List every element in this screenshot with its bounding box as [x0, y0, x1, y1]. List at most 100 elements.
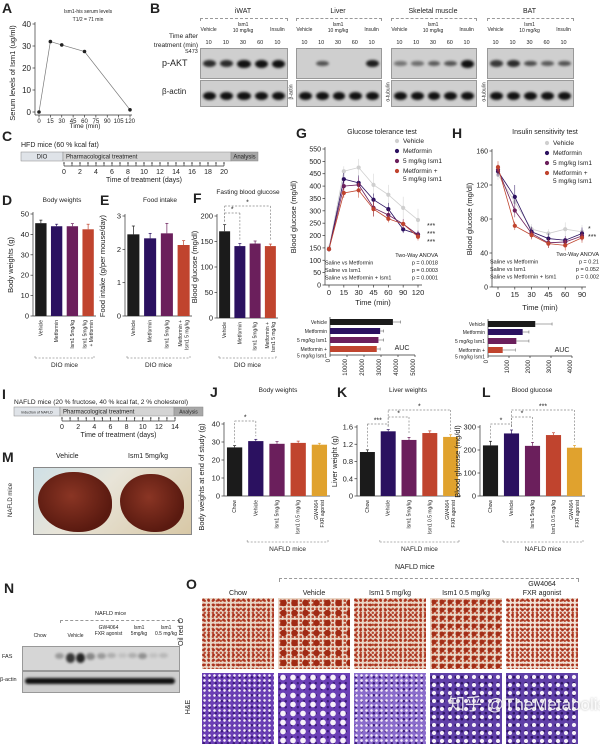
stats-comparison: Saline vs Ism1 — [325, 268, 361, 274]
protein-band — [107, 653, 117, 659]
bar-ism1-5mg-kg — [269, 443, 285, 496]
category-label: Metformin — [237, 322, 243, 344]
legend-label: Metformin +5 mg/kg Ism1 — [403, 168, 442, 183]
injection-marker — [95, 162, 97, 164]
data-point-metformin — [401, 227, 406, 232]
treatment-group-label: Vehicle — [200, 27, 217, 33]
bar-metformin — [234, 246, 246, 318]
legend-marker — [394, 138, 400, 144]
y-tick-label: 40 — [212, 420, 220, 429]
treatment-group-label: Ism1 10 mg/kg — [327, 22, 349, 34]
bar-vehicle — [219, 231, 231, 318]
category-label: Ism1 0.5 mg/kg — [296, 500, 302, 534]
x-tick-label: 30 — [354, 288, 362, 297]
lane-time-label: 10 — [205, 40, 212, 46]
y-tick-label: 3 — [117, 212, 121, 221]
chart-title: Fasting blood glucose — [216, 189, 280, 196]
data-point-vehicle — [563, 227, 568, 232]
tissue-label: Liver — [330, 8, 346, 15]
lane-time-label: 30 — [429, 40, 437, 46]
data-point-vehicle — [386, 192, 391, 197]
category-label: Vehicle — [222, 322, 228, 338]
injection-marker — [85, 417, 87, 419]
legend-label: 5 mg/kg Ism1 — [403, 158, 442, 165]
data-point-metformin-5-mg-kg-ism1 — [371, 206, 376, 212]
lane-time-label: 10 — [301, 40, 308, 46]
oil-red-o-image — [202, 598, 274, 669]
injection-marker — [93, 417, 95, 419]
legend-marker — [544, 170, 550, 176]
category-label: Vehicle — [131, 320, 137, 336]
p-akt-blot — [391, 48, 477, 79]
watermark: 知乎 @TheMetabolist — [448, 695, 600, 714]
category-label: Chow — [488, 500, 494, 513]
protein-band — [332, 91, 346, 100]
y-tick-label: 10 — [212, 474, 220, 483]
timeline-tick-label: 8 — [125, 424, 129, 431]
timeline-tick-label: 4 — [94, 169, 98, 176]
y-tick-label: 0 — [484, 285, 488, 292]
y-tick-label: 50 — [205, 288, 213, 297]
injection-marker — [63, 162, 65, 164]
injection-marker — [61, 417, 63, 419]
bar-ism1-0-5-mg-kg — [290, 442, 306, 496]
y-tick-label: 0 — [27, 108, 32, 117]
treatment-group-label: Vehicle — [296, 27, 313, 33]
protein-band — [490, 91, 503, 100]
x-tick-label: 90 — [578, 290, 586, 299]
x-tick-label: 20000 — [360, 358, 366, 375]
category-label: Vehicle — [311, 320, 327, 326]
data-point-vehicle — [401, 205, 406, 210]
lane-time-label: 60 — [257, 40, 264, 46]
protein-band — [203, 91, 217, 100]
bar-chow — [482, 445, 499, 496]
stats-p-value: p = 0.002 — [576, 275, 599, 281]
y-axis-label: Body weights (g) — [6, 237, 15, 293]
y-tick-label: 2 — [117, 245, 121, 254]
bar-metformin-ism1-5-mg-kg — [264, 246, 276, 318]
treatment-group-label: Vehicle — [391, 27, 408, 33]
chart-title: Food intake — [143, 197, 177, 204]
data-point-5-mg-kg-ism1 — [341, 183, 346, 189]
injection-marker — [215, 162, 217, 164]
lane-time-label: 10 — [368, 40, 375, 46]
bar-gw4064-fxr-agonist — [311, 444, 328, 496]
lane-time-label: 10 — [274, 40, 281, 46]
x-tick-label: 105 — [114, 119, 125, 125]
tissue-label: Skeletal muscle — [408, 8, 458, 15]
timeline-tick-label: 6 — [110, 169, 114, 176]
significance-marker: *** — [427, 223, 435, 230]
group-label: DIO mice — [234, 362, 261, 369]
x-tick-label: 30000 — [377, 358, 383, 375]
injection-marker — [71, 162, 73, 164]
lane-time-label: 60 — [446, 40, 453, 46]
liver-ism1 — [120, 474, 184, 532]
injection-marker — [151, 162, 153, 164]
bar-vehicle — [503, 433, 520, 496]
x-tick-label: 30 — [58, 119, 65, 125]
category-label: Metformin — [148, 320, 154, 342]
y-tick-label: 10 — [22, 86, 31, 95]
x-axis-label: Time (min) — [355, 298, 391, 307]
chart-title: Liver weights — [389, 387, 428, 394]
injection-marker — [135, 162, 137, 164]
auc-label: AUC — [395, 345, 410, 352]
data-point-metformin-5-mg-kg-ism1 — [495, 165, 501, 170]
category-label: Ism1 5mg/kg — [164, 320, 170, 349]
y-tick-label: 100 — [309, 258, 321, 265]
p-akt-blot — [487, 48, 574, 79]
fas-blot — [22, 646, 180, 671]
bar-metformin-ism1-5-mg-kg — [177, 245, 190, 316]
protein-band — [427, 60, 441, 67]
y-tick-label: 0 — [317, 283, 321, 290]
protein-band — [524, 60, 537, 67]
stats-comparison: Saline vs Metformin + Ism1 — [325, 276, 391, 282]
timeline-tick-label: 0 — [62, 169, 66, 176]
protein-band — [366, 59, 379, 68]
he-stain-image — [202, 673, 274, 744]
lane-time-label: 10 — [560, 40, 567, 46]
bar-ism1-5mg-kg-metformin — [82, 229, 94, 316]
fas-label: FAS — [2, 654, 13, 660]
loading-control-blot — [391, 80, 477, 107]
protein-band — [86, 653, 96, 660]
